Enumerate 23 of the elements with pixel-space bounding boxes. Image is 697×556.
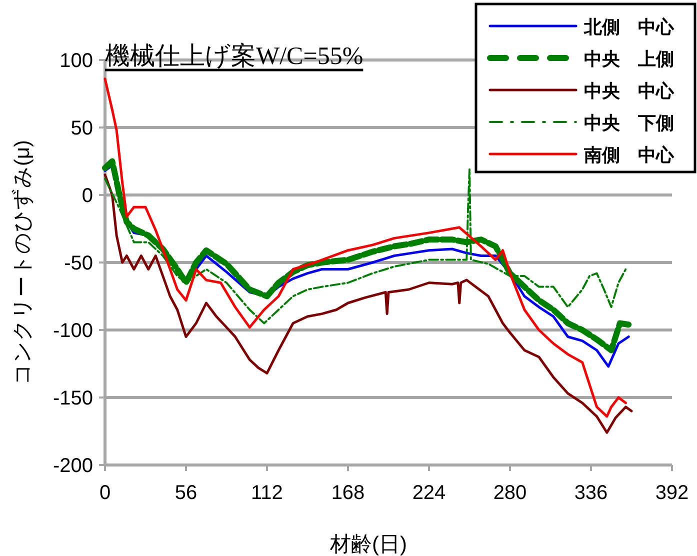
legend-label: 南側 中心 [583,145,675,165]
y-tick-label: -200 [52,455,93,477]
x-tick-label: 0 [99,482,111,504]
x-tick-label: 280 [493,482,527,504]
y-tick-label: -150 [52,388,93,410]
y-tick-label: -50 [64,252,93,274]
y-tick-label: 100 [60,50,93,72]
y-tick-label: 0 [82,185,93,207]
x-tick-label: 392 [655,482,689,504]
legend-label: 中央 上側 [584,49,674,69]
x-tick-label: 112 [251,482,283,504]
x-axis-title: 材齢(日) [329,533,407,556]
chart-title: 機械仕上げ案W/C=55% [105,42,364,70]
x-tick-label: 224 [412,482,446,504]
legend-label: 中央 中心 [584,81,675,101]
legend-label: 中央 下側 [584,113,674,133]
x-tick-label: 168 [331,482,365,504]
y-tick-label: -100 [52,320,93,342]
legend-label: 北側 中心 [583,17,675,37]
x-tick-label: 56 [174,482,198,504]
x-tick-label: 336 [574,482,608,504]
y-axis-title: コンクリートのひずみ(μ) [11,140,34,386]
y-tick-label: 50 [70,118,93,140]
